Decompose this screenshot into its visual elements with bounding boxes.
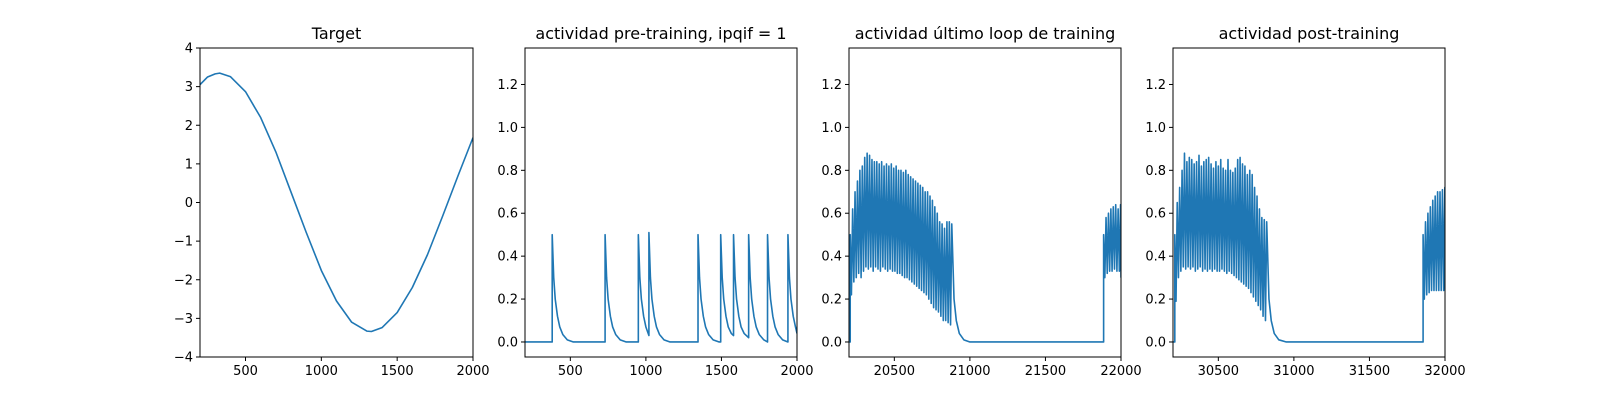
y-tick-label: 0.4 [497,250,518,265]
y-tick-label: 0.8 [497,164,518,179]
y-tick-label: 1.0 [821,121,842,136]
y-tick-label: 0.8 [1145,164,1166,179]
y-tick-label: 0 [185,196,193,211]
subplot-1-title: Target [311,24,362,43]
x-tick-label: 21000 [949,364,990,379]
y-tick-label: 0.2 [1145,293,1166,308]
y-tick-label: 0.4 [821,250,842,265]
y-tick-label: 3 [185,80,193,95]
y-tick-label: −4 [174,351,193,366]
x-tick-label: 21500 [1025,364,1066,379]
y-tick-label: 1.0 [1145,121,1166,136]
y-tick-label: 1.2 [1145,78,1166,93]
y-tick-label: 2 [185,119,193,134]
subplot-4-title: actividad post-training [1219,24,1400,43]
y-tick-label: 1.2 [821,78,842,93]
y-tick-label: −3 [174,312,193,327]
x-tick-label: 22000 [1100,364,1141,379]
y-tick-label: 4 [185,42,193,57]
y-tick-label: 0.4 [1145,250,1166,265]
x-tick-label: 1000 [629,364,662,379]
subplot-3-axes-frame [848,47,1122,358]
y-tick-label: 0.0 [497,335,518,350]
x-tick-label: 1000 [305,364,338,379]
subplot-2-title: actividad pre-training, ipqif = 1 [535,24,786,43]
y-tick-label: −1 [174,235,193,250]
x-tick-label: 32000 [1424,364,1465,379]
x-tick-label: 500 [558,364,583,379]
y-tick-label: 1.0 [497,121,518,136]
x-tick-label: 20500 [874,364,915,379]
y-tick-label: 1 [185,157,193,172]
x-tick-label: 500 [233,364,258,379]
x-tick-label: 30500 [1198,364,1239,379]
subplot-1: 500 1000 1500 2000 −4 −3 −2 −1 0 1 2 3 4 Target [174,24,490,379]
subplot-2-series-line [525,231,797,343]
x-tick-label: 1500 [705,364,738,379]
subplot-2: 500 1000 1500 2000 0.0 0.2 0.4 0.6 0.8 1.0 1.2 acti… [497,24,813,379]
y-tick-label: 0.2 [497,293,518,308]
y-tick-label: 0.6 [1145,207,1166,222]
subplot-1-series-line [200,72,473,333]
subplot-3-title: actividad último loop de training [855,24,1116,43]
subplot-3-series-line [849,152,1121,343]
subplot-4: 30500 31000 31500 32000 0.0 0.2 0.4 0.6 0.8 1.0 1.… [1145,24,1465,379]
y-tick-label: 0.6 [821,207,842,222]
x-tick-label: 1500 [381,364,414,379]
y-tick-label: 0.8 [821,164,842,179]
subplot-4-axes-frame [1172,47,1446,358]
x-tick-label: 2000 [456,364,489,379]
y-tick-label: 0.0 [821,335,842,350]
subplot-2-axes-frame [524,47,798,358]
y-tick-label: 0.0 [1145,335,1166,350]
x-tick-label: 2000 [780,364,813,379]
x-tick-label: 31000 [1273,364,1314,379]
subplot-3: 20500 21000 21500 22000 0.0 0.2 0.4 0.6 0.8 1.0 1.… [821,24,1141,379]
y-tick-label: −2 [174,273,193,288]
y-tick-label: 0.2 [821,293,842,308]
y-tick-label: 1.2 [497,78,518,93]
x-tick-label: 31500 [1349,364,1390,379]
subplot-4-series-line [1173,152,1445,343]
y-tick-label: 0.6 [497,207,518,222]
